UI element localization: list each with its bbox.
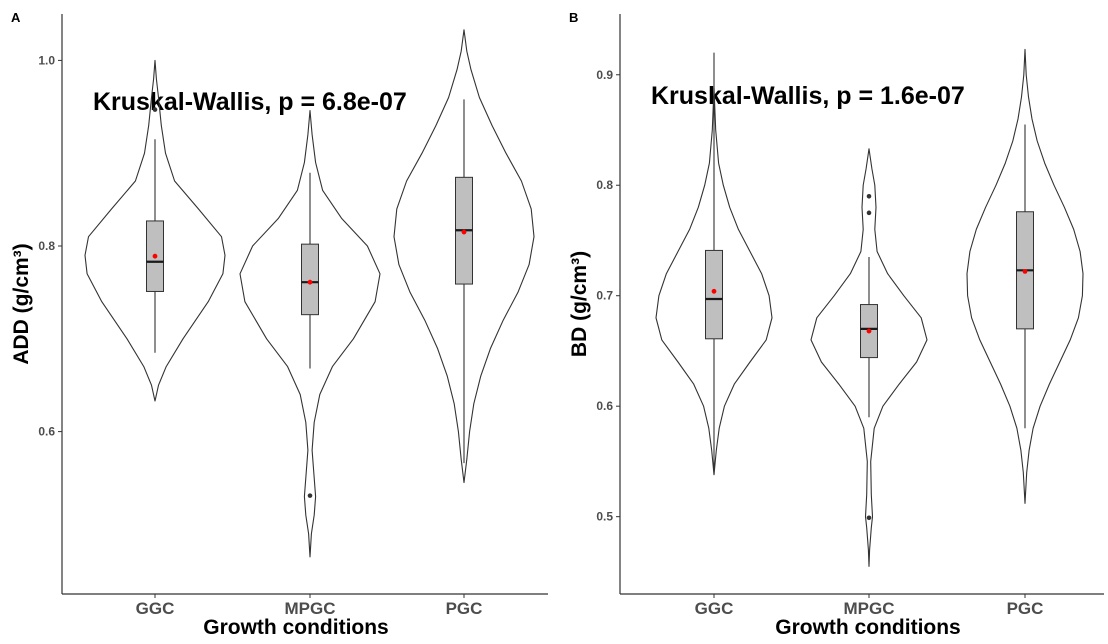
panel-b-mpgc-violin xyxy=(810,148,928,567)
panel-b-y-tick-label: 0.6 xyxy=(596,399,613,413)
panel-b-y-tick-label: 0.9 xyxy=(596,68,613,82)
panel-a-mpgc-mean-point xyxy=(307,279,313,285)
panel-a-mpgc-x-tick-label: MPGC xyxy=(285,599,336,618)
panel-a-mpgc-box xyxy=(301,243,319,316)
panel-a-y-tick-label: 1.0 xyxy=(38,53,55,67)
panel-b: B Kruskal-Wallis, p = 1.6e-07 Growth con… xyxy=(568,10,1104,639)
panel-b-mpgc-outlier-point xyxy=(866,193,872,199)
panel-b-pgc-x-tick-label: PGC xyxy=(1007,599,1044,618)
panel-a-pgc-violin xyxy=(393,29,535,484)
panel-b-y-tick-label: 0.8 xyxy=(596,178,613,192)
panel-b-kruskal-wallis-annotation: Kruskal-Wallis, p = 1.6e-07 xyxy=(651,82,965,110)
panel-b-letter: B xyxy=(569,10,578,25)
panel-b-ggc-x-tick-label: GGC xyxy=(695,599,734,618)
panel-a-x-axis-title: Growth conditions xyxy=(203,616,388,639)
panel-b-y-tick-label: 0.5 xyxy=(596,510,613,524)
panel-b-y-axis-title: BD (g/cm³) xyxy=(568,251,591,357)
panel-a-pgc-mean-point xyxy=(461,229,467,235)
panel-a: A Kruskal-Wallis, p = 6.8e-07 Growth con… xyxy=(10,10,548,639)
panel-a-letter: A xyxy=(11,10,21,25)
panel-b-mpgc-outlier-point xyxy=(866,210,872,216)
panel-a-y-tick-label: 0.8 xyxy=(38,239,55,253)
panel-a-ggc-x-tick-label: GGC xyxy=(136,599,175,618)
panel-b-pgc-violin xyxy=(966,48,1084,504)
panel-b-pgc-mean-point xyxy=(1022,269,1028,274)
panel-a-kruskal-wallis-annotation: Kruskal-Wallis, p = 6.8e-07 xyxy=(93,88,407,116)
panel-b-ggc-box xyxy=(705,249,723,340)
panel-a-pgc-x-tick-label: PGC xyxy=(446,599,483,618)
panel-b-y-tick-label: 0.7 xyxy=(596,289,613,303)
panel-b-mpgc-mean-point xyxy=(866,328,872,334)
panel-a-ggc-mean-point xyxy=(152,253,158,259)
panel-b-ggc-mean-point xyxy=(711,288,717,294)
panel-a-ggc-violin xyxy=(84,59,226,402)
panel-a-mpgc-violin xyxy=(239,109,381,558)
panel-a-mpgc-outlier-point xyxy=(307,493,313,498)
panel-a-y-tick-label: 0.6 xyxy=(38,425,55,439)
panel-a-y-axis-title: ADD (g/cm³) xyxy=(10,243,33,364)
panel-b-mpgc-x-tick-label: MPGC xyxy=(844,599,895,618)
panel-b-x-axis-title: Growth conditions xyxy=(775,616,960,639)
panel-a-ggc-outlier-point xyxy=(152,107,158,112)
panel-b-mpgc-outlier-point xyxy=(866,515,872,521)
